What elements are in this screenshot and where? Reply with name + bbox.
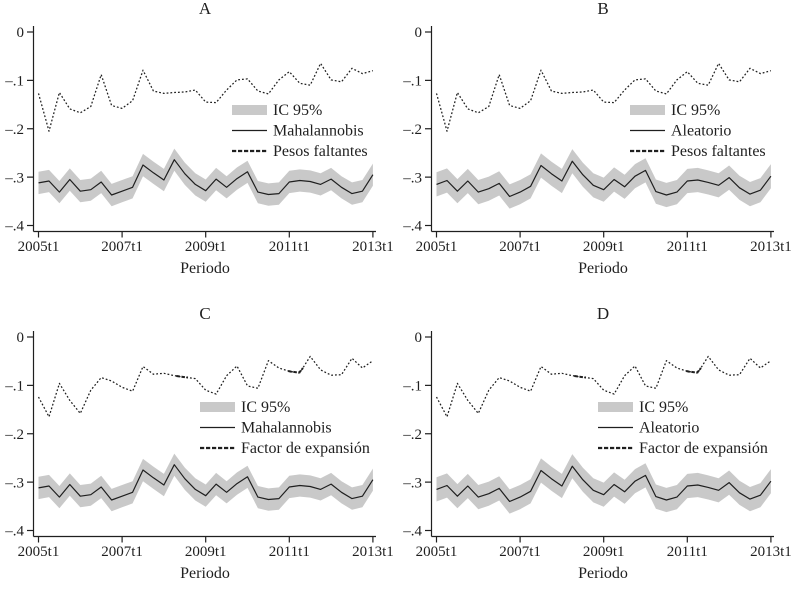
panel-title: C (199, 304, 210, 323)
dotted-series-bold-segment (176, 375, 189, 379)
dotted-series-line (435, 355, 772, 418)
ci-band (436, 149, 771, 209)
y-tick-label: –.1 (4, 74, 24, 90)
x-tick-label: 2007t1 (499, 544, 541, 560)
chart-panel-d: D 0 –.1 –.2 –.3 –.4 2005t1 2007t1 2009t1 2011t1 20… (402, 304, 791, 582)
legend-band-swatch (630, 105, 665, 115)
y-tick-label: –.3 (4, 170, 24, 186)
y-tick-label: 0 (17, 25, 25, 41)
y-tick-label: –.2 (4, 122, 24, 138)
y-tick-label: –.1 (402, 379, 422, 395)
dotted-series-line (37, 355, 374, 418)
x-tick-label: 2007t1 (499, 239, 541, 255)
x-axis-label: Periodo (578, 260, 628, 277)
legend-band-swatch (598, 402, 633, 412)
plot-area: D 0 –.1 –.2 –.3 –.4 2005t1 2007t1 2009t1 2011t1 20… (402, 304, 791, 582)
y-tick-label: –.3 (402, 475, 422, 491)
x-axis-label: Periodo (180, 565, 230, 582)
chart-panel-a: A 0 –.1 –.2 –.3 –.4 2005t1 2007t1 2009t1 2011t1 20… (4, 0, 393, 277)
y-tick-label: –.4 (4, 524, 24, 540)
y-tick-label: –.2 (402, 122, 422, 138)
x-tick-label: 2005t1 (18, 544, 60, 560)
x-tick-label: 2009t1 (185, 239, 227, 255)
x-tick-label: 2007t1 (101, 239, 143, 255)
legend-band-label: IC 95% (639, 399, 688, 416)
panel-b: B 0 –.1 –.2 –.3 –.4 2005t1 2007t1 2009t1 2011t1 20… (398, 0, 797, 295)
x-tick-label: 2009t1 (185, 544, 227, 560)
x-tick-label: 2013t1 (352, 544, 394, 560)
legend-band-swatch (200, 402, 235, 412)
x-tick-label: 2011t1 (269, 239, 310, 255)
panel-a: A 0 –.1 –.2 –.3 –.4 2005t1 2007t1 2009t1 2011t1 20… (0, 0, 398, 295)
y-tick-label: –.1 (4, 379, 24, 395)
legend-solid-label: Mahalannobis (241, 420, 332, 437)
legend-dotted-label: Pesos faltantes (273, 143, 368, 160)
legend-dotted-label: Factor de expansión (639, 440, 768, 457)
y-tick-label: –.4 (402, 524, 422, 540)
y-tick-label: –.2 (4, 427, 24, 443)
solid-series-line (436, 465, 772, 503)
legend-dotted-label: Factor de expansión (241, 440, 370, 457)
x-tick-label: 2013t1 (750, 239, 792, 255)
x-tick-label: 2013t1 (750, 544, 792, 560)
ci-band (38, 453, 373, 512)
y-tick-label: –.3 (402, 170, 422, 186)
y-tick-label: 0 (415, 330, 423, 346)
x-axis-label: Periodo (180, 260, 230, 277)
dotted-series-line (435, 62, 772, 132)
legend: IC 95% Mahalannobis Pesos faltantes (232, 102, 368, 160)
panel-c: C 0 –.1 –.2 –.3 –.4 2005t1 2007t1 2009t1 2011t1 20… (0, 295, 398, 591)
y-tick-label: –.3 (4, 475, 24, 491)
legend-dotted-label: Pesos faltantes (671, 143, 766, 160)
x-tick-label: 2007t1 (101, 544, 143, 560)
panel-title: D (597, 304, 609, 323)
legend-band-swatch (232, 105, 267, 115)
legend: IC 95% Aleatorio Pesos faltantes (630, 102, 766, 160)
dotted-series-bold-segment (288, 367, 304, 374)
dotted-series-bold-segment (574, 375, 587, 379)
legend-solid-label: Mahalannobis (273, 123, 364, 140)
plot-area: B 0 –.1 –.2 –.3 –.4 2005t1 2007t1 2009t1 2011t1 20… (402, 0, 791, 277)
legend: IC 95% Mahalannobis Factor de expansión (200, 399, 370, 457)
panel-d: D 0 –.1 –.2 –.3 –.4 2005t1 2007t1 2009t1 2011t1 20… (398, 295, 797, 591)
legend-band-label: IC 95% (671, 102, 720, 119)
x-tick-label: 2011t1 (667, 544, 708, 560)
legend: IC 95% Aleatorio Factor de expansión (598, 399, 768, 457)
x-tick-label: 2005t1 (416, 544, 458, 560)
dotted-series-line (37, 62, 374, 132)
panel-title: B (597, 0, 608, 18)
y-tick-label: 0 (17, 330, 25, 346)
solid-series-line (38, 159, 374, 196)
ci-band (436, 454, 771, 514)
y-tick-label: 0 (415, 25, 423, 41)
panel-title: A (199, 0, 212, 18)
x-tick-label: 2005t1 (18, 239, 60, 255)
x-tick-label: 2011t1 (667, 239, 708, 255)
legend-band-label: IC 95% (273, 102, 322, 119)
x-tick-label: 2009t1 (583, 544, 625, 560)
y-tick-label: –.2 (402, 427, 422, 443)
y-tick-label: –.4 (402, 219, 422, 235)
solid-series-line (38, 464, 374, 501)
x-axis-label: Periodo (578, 565, 628, 582)
x-tick-label: 2005t1 (416, 239, 458, 255)
dotted-series-bold-segment (686, 367, 702, 374)
x-tick-label: 2013t1 (352, 239, 394, 255)
y-tick-label: –.1 (402, 74, 422, 90)
x-tick-label: 2011t1 (269, 544, 310, 560)
plot-area: C 0 –.1 –.2 –.3 –.4 2005t1 2007t1 2009t1 2011t1 20… (4, 304, 393, 582)
x-tick-label: 2009t1 (583, 239, 625, 255)
plot-area: A 0 –.1 –.2 –.3 –.4 2005t1 2007t1 2009t1 2011t1 20… (4, 0, 393, 277)
solid-series-line (436, 160, 772, 198)
legend-solid-label: Aleatorio (639, 420, 699, 437)
chart-panel-b: B 0 –.1 –.2 –.3 –.4 2005t1 2007t1 2009t1 2011t1 20… (402, 0, 791, 277)
chart-panel-c: C 0 –.1 –.2 –.3 –.4 2005t1 2007t1 2009t1 2011t1 20… (4, 304, 393, 582)
legend-band-label: IC 95% (241, 399, 290, 416)
legend-solid-label: Aleatorio (671, 123, 731, 140)
y-tick-label: –.4 (4, 219, 24, 235)
